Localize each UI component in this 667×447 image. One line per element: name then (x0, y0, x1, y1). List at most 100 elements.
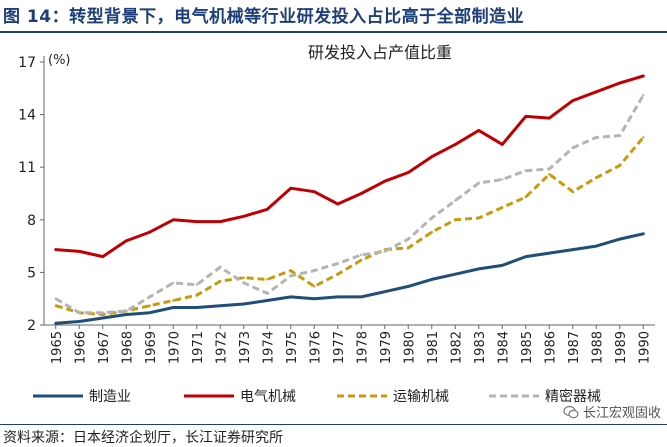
x-tick-label: 1990 (637, 331, 652, 364)
data-point (336, 272, 339, 276)
x-tick-label: 1973 (238, 331, 253, 364)
y-tick-label: 14 (18, 108, 36, 124)
x-tick-label: 1985 (520, 331, 535, 364)
x-tick-label: 1979 (379, 331, 394, 364)
data-point (195, 306, 198, 309)
x-tick-label: 1987 (567, 331, 582, 364)
y-axis-unit: (%) (48, 53, 71, 68)
data-point (524, 195, 527, 199)
data-point (571, 190, 574, 193)
data-point (172, 218, 175, 221)
x-tick-label: 1974 (261, 331, 276, 364)
data-point (336, 295, 339, 299)
data-point (454, 272, 457, 276)
data-point (360, 258, 363, 262)
data-point (548, 167, 551, 171)
data-point (125, 313, 128, 316)
chart-axes: 2 5 8 11 14 17 1965 1966 1967 1968 1969 1970 1971 197… (18, 55, 655, 364)
data-point (477, 181, 480, 185)
x-tick-label: 1969 (144, 331, 159, 364)
data-point (242, 215, 245, 218)
data-point (642, 136, 645, 139)
watermark-text: 长江宏观固收 (582, 406, 661, 421)
data-point (430, 230, 433, 234)
data-point (266, 292, 269, 295)
data-point (101, 255, 104, 258)
data-point (242, 281, 245, 285)
data-point (430, 278, 433, 281)
x-tick-label: 1971 (191, 331, 206, 364)
data-point (101, 311, 104, 314)
data-point (548, 251, 551, 255)
data-point (219, 279, 222, 283)
x-tick-label: 1984 (496, 331, 511, 364)
data-point (125, 309, 128, 313)
x-tick-label: 1968 (120, 331, 135, 364)
x-tick-label: 1983 (473, 331, 488, 364)
data-point (595, 90, 598, 94)
data-point (266, 278, 269, 281)
data-point (125, 239, 128, 243)
data-point (383, 250, 386, 253)
x-tick-label: 1975 (285, 331, 300, 364)
data-point (219, 304, 222, 307)
data-point (172, 281, 175, 285)
x-tick-label: 1966 (73, 331, 88, 364)
data-point (407, 246, 410, 250)
data-point (360, 295, 363, 299)
source-note: 资料来源：日本经济企划厅，长江证券研究所 (3, 430, 283, 446)
data-point (54, 297, 57, 300)
data-point (595, 176, 598, 179)
data-point (618, 237, 621, 241)
data-point (642, 94, 645, 97)
x-tick-label: 1965 (50, 331, 65, 364)
x-tick-label: 1970 (167, 331, 182, 364)
chart-legend: 制造业 电气机械 运输机械 精密器械 (33, 388, 601, 405)
chart-title: 研发投入占产值比重 (308, 43, 452, 62)
data-point (595, 136, 598, 139)
data-point (360, 253, 363, 257)
x-tick-label: 1972 (214, 331, 229, 364)
x-tick-label: 1976 (308, 331, 323, 364)
data-point (477, 267, 480, 271)
data-point (407, 237, 410, 241)
data-point (289, 295, 292, 299)
data-point (618, 164, 621, 167)
data-point (360, 192, 363, 195)
y-tick-label: 8 (27, 213, 36, 229)
data-point (618, 134, 621, 137)
y-tick-label: 11 (18, 160, 36, 176)
data-point (430, 155, 433, 158)
data-point (313, 285, 316, 288)
data-point (266, 299, 269, 302)
data-point (148, 230, 151, 234)
x-tick-label: 1988 (590, 331, 605, 364)
x-tick-label: 1989 (614, 331, 629, 364)
data-point (524, 169, 527, 172)
data-point (336, 262, 339, 265)
data-point (219, 220, 222, 223)
legend-label: 运输机械 (393, 389, 449, 405)
data-point (548, 173, 551, 176)
data-point (148, 295, 151, 299)
y-tick-label: 2 (27, 318, 36, 334)
series-line-1 (54, 232, 645, 325)
y-tick-label: 17 (18, 55, 36, 71)
x-tick-label: 1980 (402, 331, 417, 364)
data-point (289, 187, 292, 190)
data-point (313, 269, 316, 272)
data-point (289, 274, 292, 278)
x-tick-label: 1967 (97, 331, 112, 364)
data-point (618, 81, 621, 85)
figure-title: 图 14：转型背景下，电气机械等行业研发投入占比高于全部制造业 (3, 7, 525, 27)
data-point (407, 171, 410, 174)
data-point (501, 264, 504, 267)
data-point (642, 232, 645, 236)
data-point (101, 316, 104, 320)
y-tick-label: 5 (27, 265, 36, 281)
data-point (407, 285, 410, 288)
series-line-2 (54, 74, 645, 259)
data-point (454, 199, 457, 202)
data-point (430, 216, 433, 220)
data-point (78, 311, 81, 314)
